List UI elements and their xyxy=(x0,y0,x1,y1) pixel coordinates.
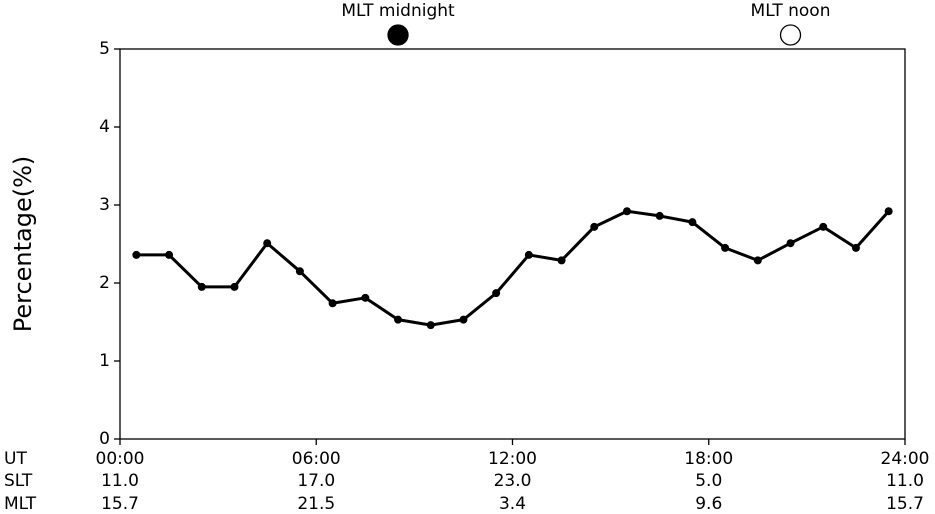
x-tick-label: 24:00 xyxy=(881,449,930,469)
x-tick-label: 5.0 xyxy=(695,471,722,491)
y-tick-label: 4 xyxy=(99,117,110,137)
x-tick-label: 06:00 xyxy=(292,449,341,469)
point xyxy=(884,207,893,216)
point xyxy=(426,321,435,330)
point xyxy=(753,256,762,265)
point xyxy=(459,315,468,324)
x-row-label: SLT xyxy=(4,471,33,491)
x-tick-label: 9.6 xyxy=(695,494,722,514)
point xyxy=(361,293,370,302)
point xyxy=(819,222,828,231)
point xyxy=(688,218,697,227)
point xyxy=(328,299,337,308)
point xyxy=(197,282,206,291)
x-tick-label: 00:00 xyxy=(96,449,145,469)
x-tick-label: 23.0 xyxy=(494,471,532,491)
point xyxy=(721,243,730,252)
point xyxy=(230,282,239,291)
marker-label: MLT midnight xyxy=(341,1,455,21)
point xyxy=(132,250,141,259)
point xyxy=(263,239,272,248)
x-tick-label: 15.7 xyxy=(101,494,139,514)
point xyxy=(622,207,631,216)
point xyxy=(295,267,304,276)
point xyxy=(655,211,664,220)
x-tick-label: 17.0 xyxy=(297,471,335,491)
point xyxy=(524,250,533,259)
marker xyxy=(387,24,409,46)
y-tick-label: 5 xyxy=(99,39,110,59)
y-axis-label: Percentage(%) xyxy=(9,156,37,333)
x-tick-label: 12:00 xyxy=(488,449,537,469)
x-tick-label: 11.0 xyxy=(101,471,139,491)
x-tick-label: 15.7 xyxy=(886,494,924,514)
y-tick-label: 2 xyxy=(99,273,110,293)
marker xyxy=(779,24,802,46)
line xyxy=(136,209,890,327)
point xyxy=(492,289,501,298)
point xyxy=(851,243,860,252)
point xyxy=(590,222,599,231)
x-row-label: UT xyxy=(4,449,27,469)
y-tick-label: 3 xyxy=(99,195,110,215)
point xyxy=(165,250,174,259)
marker-label: MLT noon xyxy=(751,1,831,21)
point xyxy=(557,256,566,265)
x-row-label: MLT xyxy=(4,494,37,514)
x-tick-label: 11.0 xyxy=(886,471,924,491)
x-tick-label: 21.5 xyxy=(297,494,335,514)
point xyxy=(394,315,403,324)
x-tick-label: 18:00 xyxy=(684,449,733,469)
x-tick-label: 3.4 xyxy=(499,494,526,514)
y-tick-label: 1 xyxy=(99,351,110,371)
y-tick-label: 0 xyxy=(99,429,110,449)
point xyxy=(786,239,795,248)
